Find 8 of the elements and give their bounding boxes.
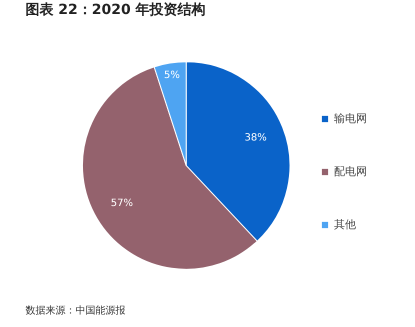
data-label: 5% bbox=[164, 70, 180, 81]
chart-title: 图表 22：2020 年投资结构 bbox=[25, 2, 206, 18]
data-label: 57% bbox=[110, 198, 134, 210]
legend-label: 输电网 bbox=[334, 111, 367, 126]
legend-label: 配电网 bbox=[334, 164, 367, 179]
legend-label: 其他 bbox=[334, 217, 356, 232]
data-label: 38% bbox=[244, 132, 267, 144]
source-note: 数据来源：中国能源报 bbox=[25, 304, 126, 316]
